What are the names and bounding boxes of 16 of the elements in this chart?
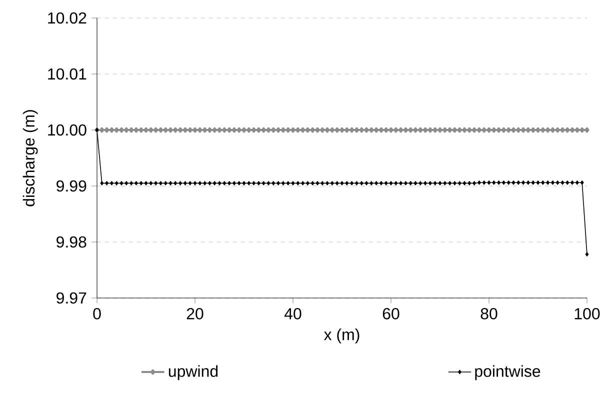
legend-label: upwind bbox=[168, 365, 218, 380]
x-tick-label: 100 bbox=[574, 308, 600, 320]
x-axis-title: x (m) bbox=[324, 328, 360, 344]
y-axis-title: discharge (m) bbox=[22, 110, 38, 206]
y-tick-label: 10.00 bbox=[48, 124, 86, 136]
legend-label: pointwise bbox=[475, 365, 540, 380]
x-tick-label: 20 bbox=[186, 308, 204, 320]
x-tick-label: 80 bbox=[480, 308, 498, 320]
x-tick-label: 0 bbox=[93, 308, 101, 320]
y-tick-label: 10.01 bbox=[48, 68, 86, 80]
y-tick-label: 10.02 bbox=[48, 12, 86, 24]
y-tick-label: 9.99 bbox=[56, 180, 86, 192]
y-tick-label: 9.97 bbox=[56, 292, 86, 304]
y-tick-label: 9.98 bbox=[56, 236, 86, 248]
x-tick-label: 60 bbox=[382, 308, 400, 320]
x-tick-label: 40 bbox=[284, 308, 302, 320]
